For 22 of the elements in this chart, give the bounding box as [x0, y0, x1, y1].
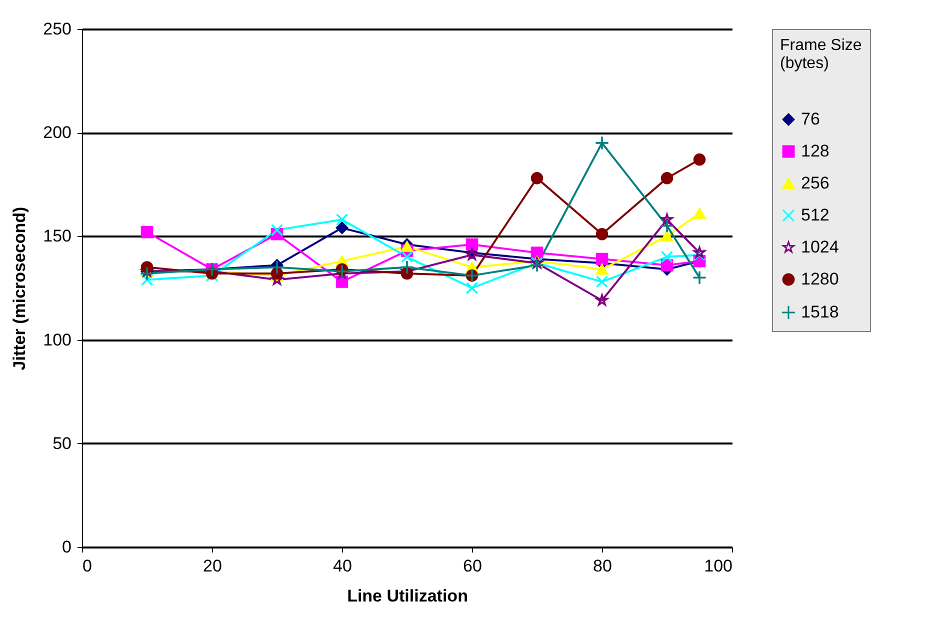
legend-title: Frame Size (bytes) [780, 37, 862, 72]
legend-label: 256 [801, 174, 830, 192]
x-tick-label: 60 [463, 556, 482, 576]
x-tick-label: 40 [333, 556, 352, 576]
x-tick-label: 80 [593, 556, 612, 576]
x-tick-label: 0 [82, 556, 92, 576]
legend-label: 1518 [801, 302, 839, 322]
x-tick-label: 100 [704, 556, 732, 576]
legend-label: 128 [801, 142, 830, 160]
legend-label: 512 [801, 206, 830, 224]
legend-label: 1280 [801, 270, 839, 288]
x-tick-label: 20 [203, 556, 222, 576]
y-tick-label: 50 [52, 434, 72, 453]
legend-label: 1024 [801, 238, 839, 256]
y-axis-title: Jitter (microsecond) [10, 206, 30, 370]
legend-label: 76 [801, 110, 820, 128]
y-tick-label: 250 [43, 20, 72, 38]
y-tick-label: 150 [43, 226, 72, 246]
x-axis-title: Line Utilization [347, 586, 468, 606]
y-tick-label: 200 [43, 123, 72, 142]
y-tick-label: 100 [43, 330, 72, 350]
y-tick-label: 0 [62, 538, 72, 556]
